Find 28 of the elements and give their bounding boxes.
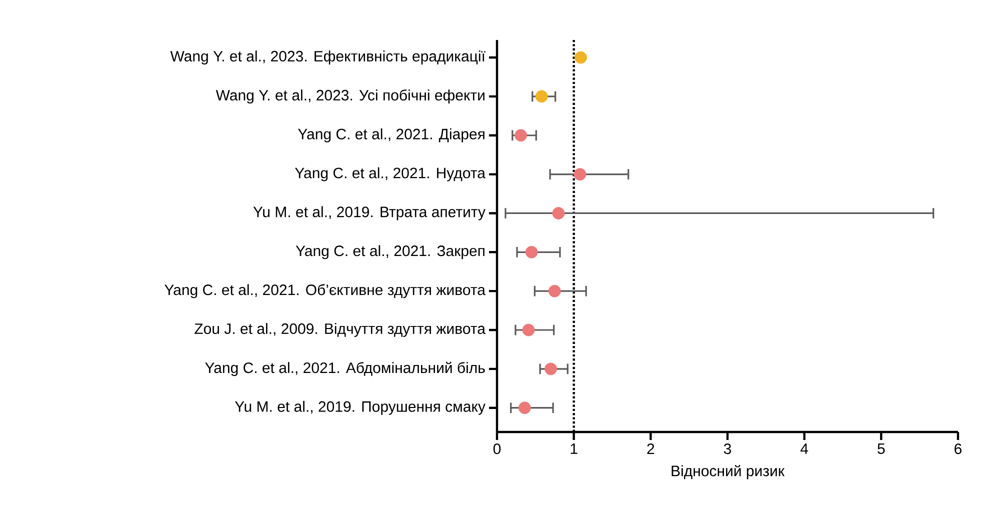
point xyxy=(574,51,587,64)
point xyxy=(548,284,561,298)
y-tick-label: Yang C. et al., 2021. Об’єктивне здуття живота xyxy=(164,284,486,298)
x-tick-label: 3 xyxy=(724,444,732,454)
x-tick-label: 6 xyxy=(954,444,962,454)
point xyxy=(522,324,535,336)
y-tick-label: Wang Y. et al., 2023. Ефективність ерадикації xyxy=(170,50,486,64)
point xyxy=(514,129,528,142)
x-tick-label: 1 xyxy=(570,444,578,454)
y-tick-label: Yang C. et al., 2021. Абдомінальний біль xyxy=(205,362,485,376)
point xyxy=(544,362,557,376)
x-tick-label: 0 xyxy=(493,444,501,454)
y-tick-label: Yu M. et al., 2019. Втрата апетиту xyxy=(253,206,486,220)
y-tick-label: Yu M. et al., 2019. Порушення смаку xyxy=(234,400,486,415)
x-axis-title: Відносний ризик xyxy=(672,464,785,480)
x-tick-label: 5 xyxy=(878,444,885,454)
y-tick-label: Yang C. et al., 2021. Закреп xyxy=(296,245,484,260)
y-tick-label: Yang C. et al., 2021. Нудота xyxy=(294,167,486,182)
point xyxy=(518,402,531,414)
x-tick-label: 4 xyxy=(800,444,808,454)
y-tick-label: Yang C. et al., 2021. Діарея xyxy=(298,128,484,142)
point xyxy=(574,168,586,180)
point xyxy=(525,246,538,258)
x-tick-label: 2 xyxy=(647,444,654,454)
y-tick-label: Wang Y. et al., 2023. Усі побічні ефекти xyxy=(216,89,484,104)
point xyxy=(552,207,565,220)
y-tick-label: Zou J. et al., 2009. Відчуття здуття живота xyxy=(194,323,486,337)
point xyxy=(535,90,548,103)
